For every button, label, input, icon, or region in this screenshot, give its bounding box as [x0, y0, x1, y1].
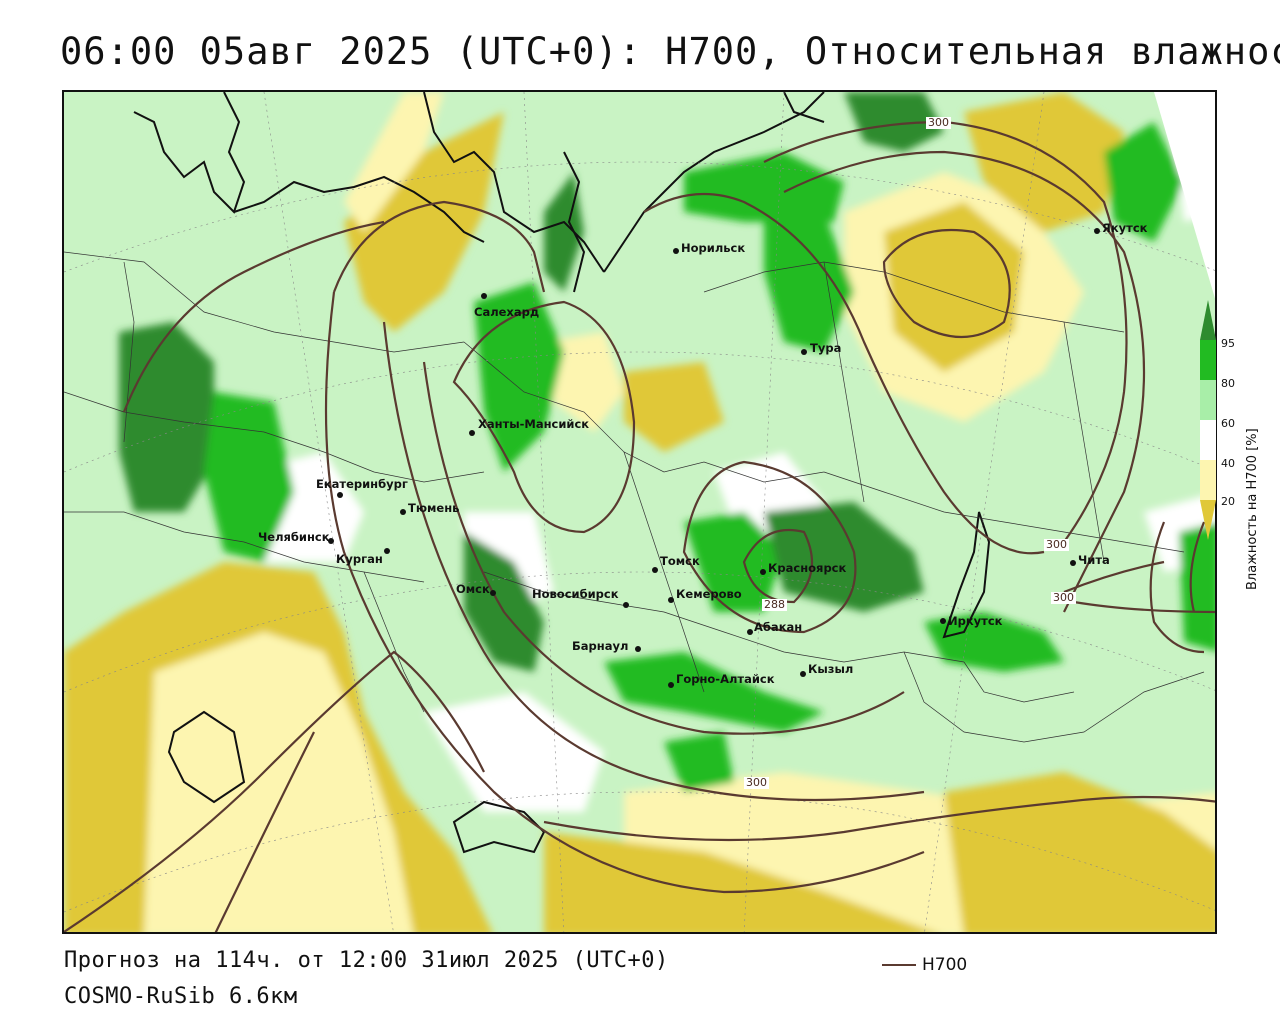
colorbar-title: Влажность на H700 [%] — [1245, 428, 1260, 590]
humidity-shading — [64, 92, 1215, 932]
city-label: Омск — [456, 582, 490, 596]
city-marker — [800, 671, 806, 677]
city-label: Иркутск — [948, 614, 1003, 628]
colorbar-tick: 40 — [1221, 457, 1235, 470]
city-marker — [469, 430, 475, 436]
city-label: Норильск — [681, 241, 746, 255]
city-label: Абакан — [754, 620, 803, 634]
colorbar-tick: 20 — [1221, 495, 1235, 508]
city-marker — [1070, 560, 1076, 566]
city-marker — [747, 629, 753, 635]
city-label: Екатеринбург — [316, 477, 408, 491]
contour-label: 300 — [744, 776, 769, 789]
city-marker — [490, 590, 496, 596]
city-label: Новосибирск — [532, 587, 619, 601]
city-marker — [760, 569, 766, 575]
city-label: Тюмень — [408, 501, 460, 515]
city-label: Тура — [810, 341, 842, 355]
contour-label: 300 — [1051, 591, 1076, 604]
city-label: Курган — [336, 552, 383, 566]
city-marker — [337, 492, 343, 498]
city-marker — [668, 682, 674, 688]
city-label: Кызыл — [808, 662, 854, 676]
city-marker — [940, 618, 946, 624]
h700-contours — [64, 120, 1215, 932]
contour-label: 300 — [1044, 538, 1069, 551]
model-info: COSMO-RuSib 6.6км — [64, 984, 298, 1009]
city-marker — [1094, 228, 1100, 234]
city-label: Чита — [1078, 553, 1110, 567]
city-marker — [384, 548, 390, 554]
city-label: Горно-Алтайск — [676, 672, 775, 686]
contour-label: 288 — [762, 598, 787, 611]
colorbar-bottom-arrow — [1200, 500, 1216, 540]
map-title: 06:00 05авг 2025 (UTC+0): H700, Относите… — [60, 30, 1280, 73]
colorbar-tick: 60 — [1221, 417, 1235, 430]
city-marker — [623, 602, 629, 608]
contour-label: 300 — [926, 116, 951, 129]
city-label: Салехард — [474, 305, 540, 319]
city-label: Томск — [660, 554, 700, 568]
city-marker — [328, 538, 334, 544]
city-label: Челябинск — [258, 530, 330, 544]
region-borders — [64, 251, 1205, 743]
colorbar-tick: 95 — [1221, 337, 1235, 350]
city-label: Барнаул — [572, 639, 629, 653]
city-label: Якутск — [1102, 221, 1148, 235]
city-label: Красноярск — [768, 561, 847, 575]
graticule — [64, 92, 1215, 932]
humidity-field — [64, 92, 1215, 932]
city-marker — [481, 293, 487, 299]
coastline — [133, 92, 991, 854]
colorbar-top-arrow — [1200, 300, 1216, 340]
city-marker — [801, 349, 807, 355]
humidity-colorbar — [1200, 300, 1216, 540]
city-marker — [673, 248, 679, 254]
city-marker — [652, 567, 658, 573]
city-label: Кемерово — [676, 587, 742, 601]
contour-legend: H700 — [882, 955, 967, 975]
legend-label: H700 — [922, 955, 968, 975]
city-marker — [668, 597, 674, 603]
forecast-info: Прогноз на 114ч. от 12:00 31июл 2025 (UT… — [64, 948, 669, 973]
legend-line-swatch — [882, 964, 916, 966]
forecast-map[interactable]: 300 300 300 300 288 Якутск Норильск Сале… — [62, 90, 1217, 934]
colorbar-tick: 80 — [1221, 377, 1235, 390]
city-marker — [400, 509, 406, 515]
city-label: Ханты-Мансийск — [478, 417, 590, 431]
city-marker — [635, 646, 641, 652]
